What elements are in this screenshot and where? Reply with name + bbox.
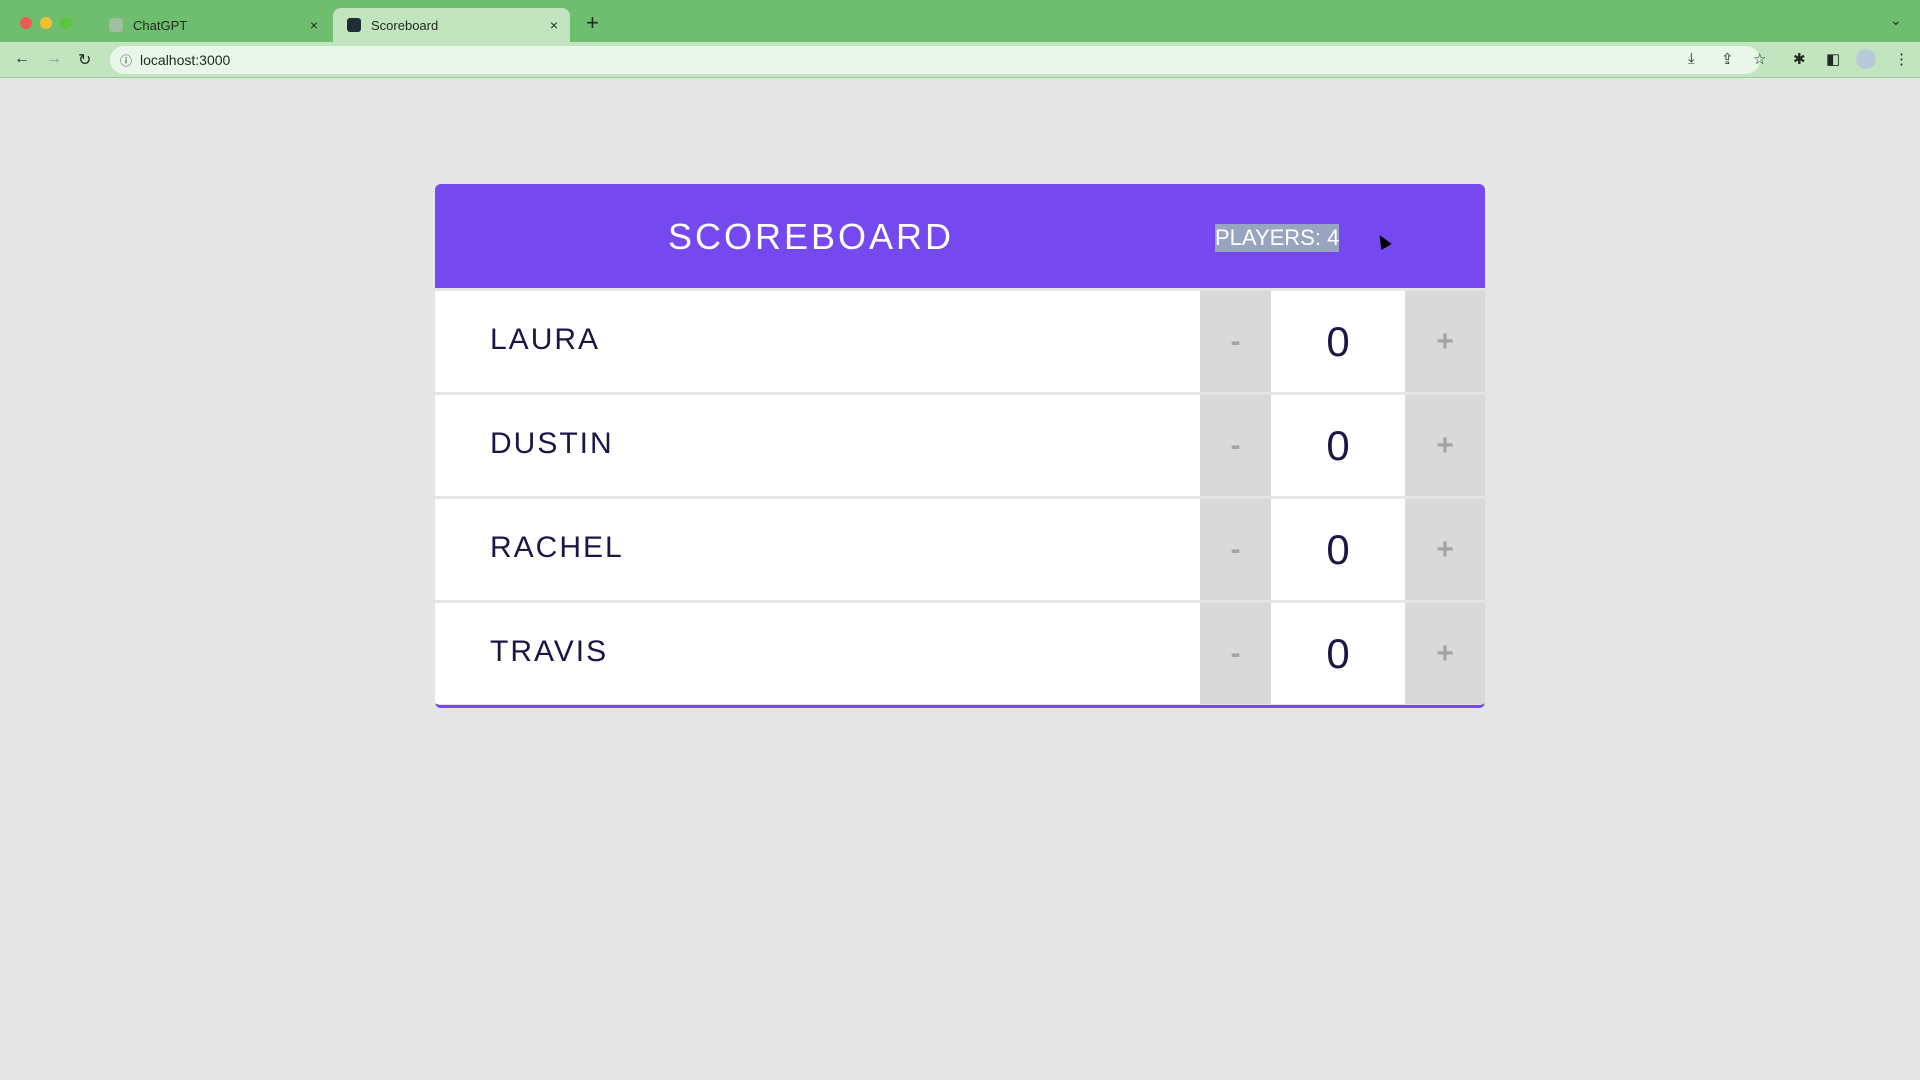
tab-label: Scoreboard bbox=[371, 17, 439, 33]
browser-toolbar: ← → ↻ ⓘ localhost:3000 ⤓ ⇪ ☆ ✱ ◧ ⋮ bbox=[0, 42, 1920, 78]
page-title: SCOREBOARD bbox=[667, 216, 955, 257]
minimize-window-button[interactable] bbox=[40, 17, 52, 29]
maximize-window-button[interactable] bbox=[60, 17, 72, 29]
share-icon[interactable]: ⇪ bbox=[1721, 51, 1734, 68]
player-row: LAURA - 0 + bbox=[435, 288, 1485, 392]
increment-score-button[interactable]: + bbox=[1405, 499, 1485, 600]
player-score: 0 bbox=[1326, 525, 1350, 573]
close-tab-icon[interactable]: × bbox=[549, 17, 558, 33]
tab-chatgpt[interactable]: ChatGPT × bbox=[95, 8, 330, 42]
player-row: TRAVIS - 0 + bbox=[435, 600, 1485, 704]
scoreboard: SCOREBOARD PLAYERS: 4 LAURA - 0 + DUSTIN … bbox=[435, 184, 1485, 708]
side-panel-icon[interactable]: ◧ bbox=[1826, 51, 1841, 68]
player-name: TRAVIS bbox=[490, 635, 609, 668]
decrement-score-button[interactable]: - bbox=[1200, 291, 1271, 392]
install-icon[interactable]: ⤓ bbox=[1688, 50, 1695, 67]
tab-search-chevron-icon[interactable]: ⌄ bbox=[1890, 12, 1902, 28]
close-tab-icon[interactable]: × bbox=[309, 17, 318, 33]
browser-tab-strip: ChatGPT × Scoreboard × + ⌄ bbox=[0, 0, 1920, 42]
player-name: RACHEL bbox=[490, 531, 624, 564]
increment-score-button[interactable]: + bbox=[1405, 603, 1485, 704]
bookmark-star-icon[interactable]: ☆ bbox=[1753, 51, 1767, 68]
player-score: 0 bbox=[1326, 317, 1350, 365]
url-text: localhost:3000 bbox=[140, 52, 231, 68]
back-icon[interactable]: ← bbox=[14, 50, 30, 67]
decrement-score-button[interactable]: - bbox=[1200, 603, 1271, 704]
menu-kebab-icon[interactable]: ⋮ bbox=[1894, 51, 1909, 68]
player-name: DUSTIN bbox=[490, 427, 614, 460]
new-tab-button[interactable]: + bbox=[586, 10, 599, 35]
address-bar[interactable]: ⓘ localhost:3000 bbox=[110, 46, 1760, 74]
close-window-button[interactable] bbox=[20, 17, 32, 29]
chatgpt-favicon-icon bbox=[109, 18, 123, 32]
profile-avatar[interactable] bbox=[1856, 49, 1876, 69]
forward-icon[interactable]: → bbox=[46, 50, 62, 67]
tab-scoreboard[interactable]: Scoreboard × bbox=[333, 8, 570, 42]
player-row: DUSTIN - 0 + bbox=[435, 392, 1485, 496]
increment-score-button[interactable]: + bbox=[1405, 395, 1485, 496]
player-score: 0 bbox=[1326, 421, 1350, 469]
increment-score-button[interactable]: + bbox=[1405, 291, 1485, 392]
players-count: PLAYERS: 4 bbox=[1215, 224, 1340, 252]
player-row: RACHEL - 0 + bbox=[435, 496, 1485, 600]
reload-icon[interactable]: ↻ bbox=[78, 52, 92, 69]
site-info-icon[interactable]: ⓘ bbox=[120, 53, 133, 68]
player-name: LAURA bbox=[490, 323, 601, 356]
decrement-score-button[interactable]: - bbox=[1200, 499, 1271, 600]
react-favicon-icon bbox=[347, 18, 361, 32]
tab-label: ChatGPT bbox=[133, 17, 188, 33]
extensions-icon[interactable]: ✱ bbox=[1793, 51, 1806, 68]
scoreboard-header: SCOREBOARD PLAYERS: 4 bbox=[435, 184, 1485, 288]
player-score: 0 bbox=[1326, 629, 1350, 677]
decrement-score-button[interactable]: - bbox=[1200, 395, 1271, 496]
